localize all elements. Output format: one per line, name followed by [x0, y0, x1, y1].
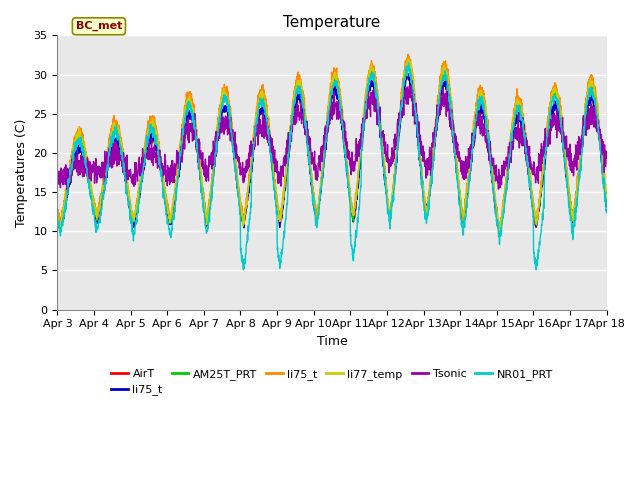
Legend: AirT, li75_t, AM25T_PRT, li75_t, li77_temp, Tsonic, NR01_PRT: AirT, li75_t, AM25T_PRT, li75_t, li77_te… [107, 364, 557, 400]
Title: Temperature: Temperature [284, 15, 381, 30]
Text: BC_met: BC_met [76, 21, 122, 31]
X-axis label: Time: Time [317, 335, 348, 348]
Y-axis label: Temperatures (C): Temperatures (C) [15, 118, 28, 227]
